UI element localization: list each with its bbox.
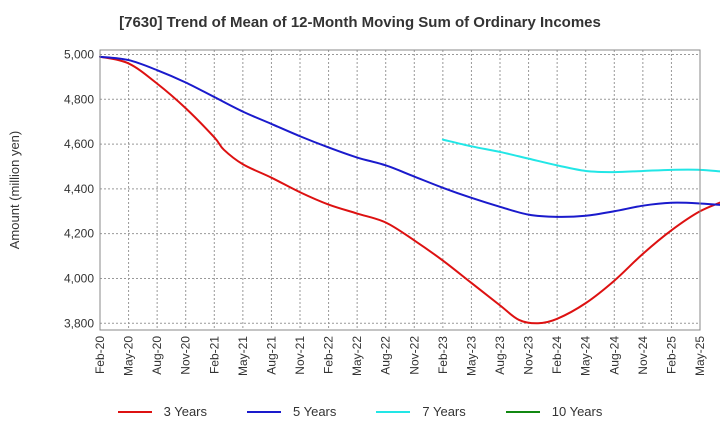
series-line-5-years	[99, 55, 720, 218]
x-tick-label: Feb-25	[664, 336, 678, 374]
series-line-3-years	[99, 55, 720, 325]
x-tick-label: Nov-23	[522, 336, 536, 375]
series-line-7-years	[441, 138, 720, 174]
x-tick-label: Feb-21	[207, 336, 221, 374]
x-tick-label: Aug-22	[379, 336, 393, 375]
x-tick-label: Nov-22	[407, 336, 421, 375]
x-tick-label: Aug-23	[493, 336, 507, 375]
legend-label: 10 Years	[551, 404, 603, 419]
legend-item-5-years: 5 Years	[247, 404, 336, 419]
x-tick-label: Aug-20	[150, 336, 164, 375]
x-tick-label: Feb-23	[436, 336, 450, 374]
x-tick-label: May-24	[579, 336, 593, 376]
y-tick-label: 4,000	[64, 271, 94, 285]
x-tick-label: Nov-21	[293, 336, 307, 375]
plot-frame	[99, 49, 701, 331]
legend-swatch	[376, 410, 411, 413]
x-tick-label: May-22	[350, 336, 364, 376]
chart-title: [7630] Trend of Mean of 12-Month Moving …	[119, 14, 601, 31]
x-tick-label: Feb-20	[93, 336, 107, 374]
series-lines	[99, 55, 720, 325]
y-axis-title: Amount (million yen)	[7, 131, 22, 250]
legend-label: 7 Years	[422, 404, 466, 419]
legend-label: 3 Years	[163, 404, 207, 419]
x-tick-label: Nov-20	[179, 336, 193, 375]
x-tick-label: Aug-21	[264, 336, 278, 375]
x-tick-label: May-20	[122, 336, 136, 376]
y-tick-label: 5,000	[64, 47, 94, 61]
x-tick-label: Aug-24	[607, 336, 621, 375]
y-tick-label: 3,800	[64, 316, 94, 330]
legend-item-7-years: 7 Years	[376, 404, 466, 419]
plot-area	[100, 50, 700, 330]
x-tick-label: Nov-24	[636, 336, 650, 375]
y-tick-label: 4,800	[64, 92, 94, 106]
legend-item-3-years: 3 Years	[117, 404, 207, 419]
x-tick-label: May-25	[693, 336, 707, 376]
legend-swatch	[247, 410, 281, 413]
y-axis-ticks: 3,800 4,000 4,200 4,400 4,600 4,800 5,000	[64, 47, 94, 330]
y-tick-label: 4,400	[64, 182, 94, 196]
y-tick-label: 4,600	[64, 137, 94, 151]
legend-swatch	[117, 410, 152, 413]
legend: 3 Years 5 Years 7 Years 10 Years	[0, 404, 720, 419]
legend-label: 5 Years	[293, 404, 337, 419]
x-tick-label: May-21	[236, 336, 250, 376]
x-tick-label: May-23	[464, 336, 478, 376]
legend-swatch	[505, 410, 540, 413]
x-tick-label: Feb-24	[550, 336, 564, 374]
y-tick-label: 4,200	[64, 227, 94, 241]
x-tick-label: Feb-22	[322, 336, 336, 374]
legend-item-10-years: 10 Years	[505, 404, 603, 419]
x-axis-ticks: Feb-20 May-20 Aug-20 Nov-20 Feb-21 May-21 Aug-…	[93, 336, 707, 376]
